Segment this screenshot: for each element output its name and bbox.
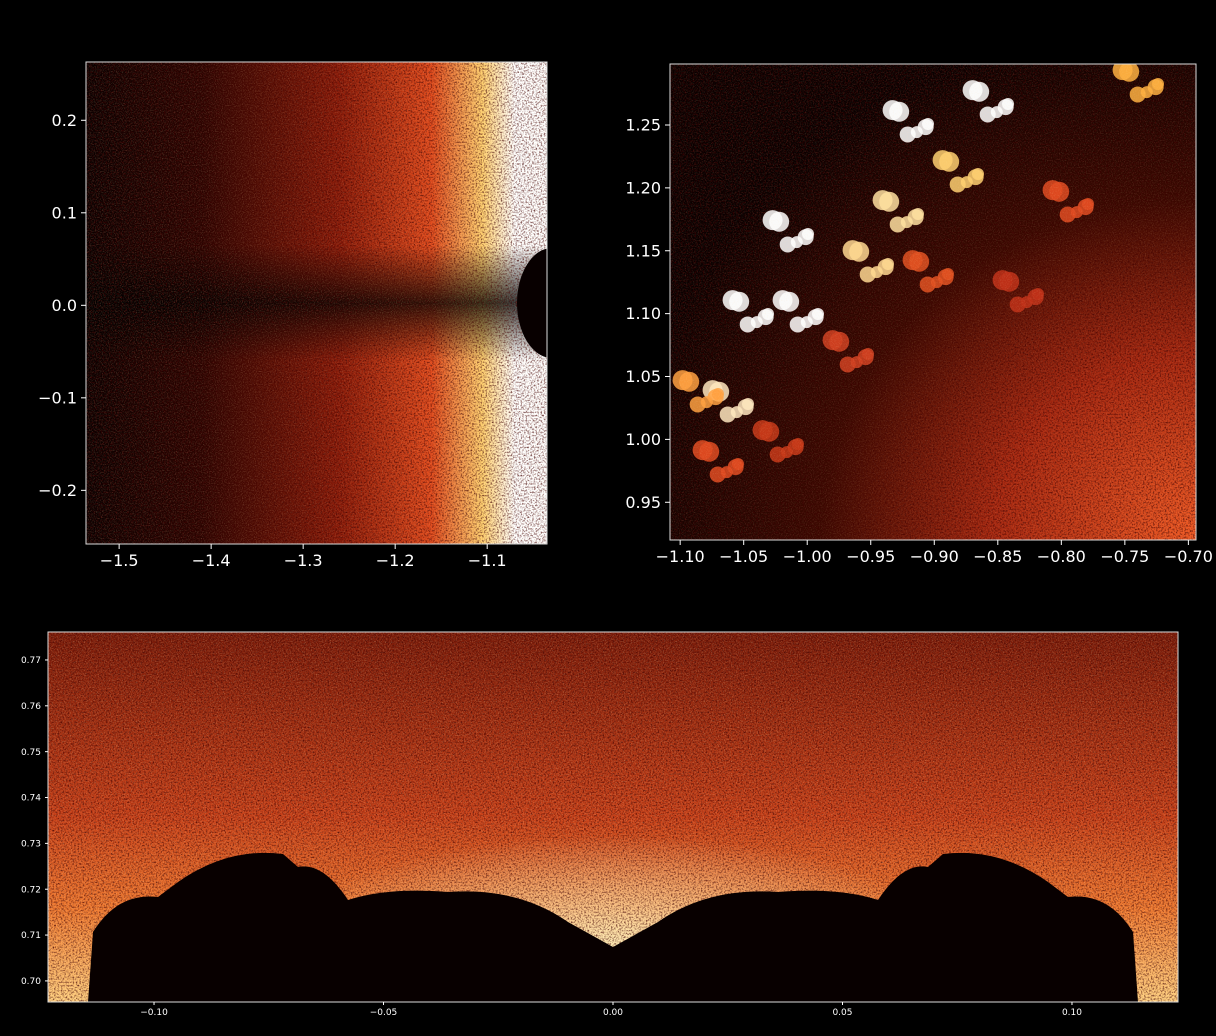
x-tick-label: −0.70: [1164, 547, 1213, 566]
x-tick-label: −1.2: [376, 551, 415, 570]
x-tick-label: −0.10: [140, 1008, 168, 1018]
x-tick-label: 0.00: [603, 1008, 623, 1018]
axes-frame: [669, 63, 1197, 541]
y-tick-label: −0.1: [38, 388, 77, 407]
image-bulb: [517, 248, 547, 358]
x-tick-label: −1.10: [656, 547, 705, 566]
panel: −0.10 −0.05 0.00 0.05 0.10 0.70 0.71 0.72 0.73 0.…: [21, 631, 1179, 1018]
y-tick-label: 0.70: [21, 977, 41, 987]
y-tick-label: −0.2: [38, 481, 77, 500]
panel: −1.10 −1.05 −1.00 −0.95 −0.90 −0.85 −0.80 −0.75…: [625, 63, 1213, 566]
y-tick-label: 0.1: [52, 203, 77, 222]
y-tick-label: 0.74: [21, 794, 41, 804]
y-tick-label: 1.25: [625, 116, 661, 135]
x-tick-label: 0.10: [1062, 1008, 1082, 1018]
image-void: [88, 852, 1138, 1002]
axes-frame: [85, 61, 548, 545]
image-texture: [86, 62, 547, 544]
x-tick-label: −0.85: [973, 547, 1022, 566]
x-tick-label: −1.5: [100, 551, 139, 570]
image-texture: [670, 64, 1196, 540]
fractal-image: [670, 64, 1196, 540]
x-tick-label: −0.05: [370, 1008, 398, 1018]
fractal-image: [48, 632, 1178, 1002]
x-tick-label: −1.1: [468, 551, 507, 570]
x-tick-label: −1.4: [192, 551, 231, 570]
x-tick-label: −0.90: [910, 547, 959, 566]
y-tick-label: 1.00: [625, 430, 661, 449]
y-tick-label: 0.71: [21, 931, 41, 941]
y-tick-label: 0.76: [21, 702, 41, 712]
panel: −1.5 −1.4 −1.3 −1.2 −1.1 −0.2 −0.1 0.0 0.1 0.2: [38, 61, 548, 570]
y-tick-label: 1.20: [625, 178, 661, 197]
y-tick-label: 1.10: [625, 304, 661, 323]
x-tick-label: −0.95: [846, 547, 895, 566]
x-tick-label: −1.05: [719, 547, 768, 566]
y-tick-label: 1.05: [625, 367, 661, 386]
y-tick-label: 1.15: [625, 241, 661, 260]
x-tick-label: −0.80: [1037, 547, 1086, 566]
y-tick-label: 0.73: [21, 840, 41, 850]
x-tick-label: −0.75: [1100, 547, 1149, 566]
x-tick-label: −1.00: [783, 547, 832, 566]
x-tick-label: −1.3: [284, 551, 323, 570]
y-tick-label: 0.75: [21, 748, 41, 758]
y-tick-label: 0.77: [21, 656, 41, 666]
fractal-image: [86, 62, 547, 544]
y-tick-label: 0.95: [625, 493, 661, 512]
y-tick-label: 0.72: [21, 885, 41, 895]
y-tick-label: 0.0: [52, 296, 77, 315]
y-tick-label: 0.2: [52, 111, 77, 130]
x-tick-label: 0.05: [832, 1008, 852, 1018]
